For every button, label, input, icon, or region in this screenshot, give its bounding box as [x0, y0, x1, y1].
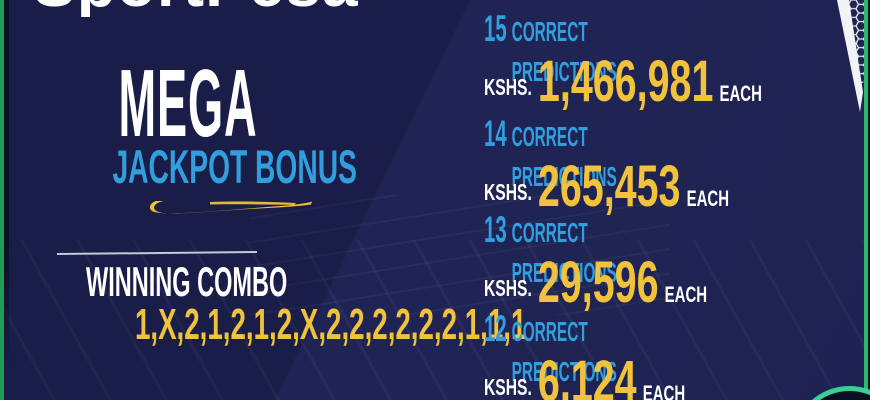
each-label: EACH: [719, 81, 762, 106]
tier-count: 13: [484, 209, 507, 250]
tier-amount-row: KSHS. 29,596 EACH: [484, 254, 715, 312]
winning-combo-heading: WINNING COMBO: [86, 258, 288, 305]
background-scratch-texture: [250, 195, 670, 315]
currency-label: KSHS.: [484, 74, 532, 100]
tier-header: 13 CORRECT PREDICTIONS: [484, 209, 671, 289]
prize-tier-12: 12 CORRECT PREDICTIONS KSHS. 6,124 EACH: [484, 309, 824, 400]
tier-predictions-label: CORRECT PREDICTIONS: [511, 16, 617, 87]
each-label: EACH: [642, 381, 686, 400]
right-dark-strip: [868, 0, 870, 400]
tier-header: 12 CORRECT PREDICTIONS: [484, 308, 671, 388]
tier-predictions-label: CORRECT PREDICTIONS: [511, 217, 617, 288]
goal-net-icon: [837, 0, 870, 112]
prize-amount: 265,453: [537, 154, 681, 219]
tier-count: 15: [484, 8, 507, 49]
brand-logo-clipped: SportPesa: [33, 0, 363, 17]
background-diagonal-stripes: [0, 240, 870, 400]
tier-predictions-label: CORRECT PREDICTIONS: [511, 316, 617, 387]
tier-amount-row: KSHS. 1,466,981 EACH: [484, 49, 762, 114]
prize-amount: 1,466,981: [537, 49, 714, 114]
each-label: EACH: [686, 186, 730, 211]
tier-amount-row: KSHS. 265,453 EACH: [484, 154, 729, 219]
tier-header: 15 CORRECT PREDICTIONS: [484, 8, 671, 88]
left-shadow-strip: [4, 0, 9, 400]
prize-tier-15: 15 CORRECT PREDICTIONS KSHS. 1,466,981 E…: [484, 9, 824, 111]
currency-label: KSHS.: [484, 374, 532, 400]
currency-label: KSHS.: [484, 275, 532, 301]
winning-combo-values: 1,X,2,1,2,1,2,X,2,2,2,2,2,2,1,1,1: [134, 300, 527, 349]
tier-predictions-label: CORRECT PREDICTIONS: [511, 121, 617, 192]
tier-count: 14: [484, 113, 507, 154]
tier-count: 12: [484, 308, 507, 349]
prize-tier-13: 13 CORRECT PREDICTIONS KSHS. 29,596 EACH: [484, 210, 824, 312]
title-mega: MEGA: [118, 50, 258, 157]
prize-amount: 29,596: [537, 250, 659, 315]
prize-amount: 6,124: [537, 349, 637, 400]
each-label: EACH: [664, 282, 708, 307]
currency-label: KSHS.: [484, 179, 532, 205]
tier-amount-row: KSHS. 6,124 EACH: [484, 353, 715, 400]
brush-stroke-underline: [149, 201, 312, 214]
prize-tier-14: 14 CORRECT PREDICTIONS KSHS. 265,453 EAC…: [484, 114, 824, 216]
left-green-border: [0, 0, 4, 400]
brand-logo-text: SportPesa: [33, 0, 359, 16]
tier-header: 14 CORRECT PREDICTIONS: [484, 113, 671, 193]
subtitle-jackpot-bonus: JACKPOT BONUS: [112, 140, 357, 193]
right-green-border: [864, 0, 868, 400]
